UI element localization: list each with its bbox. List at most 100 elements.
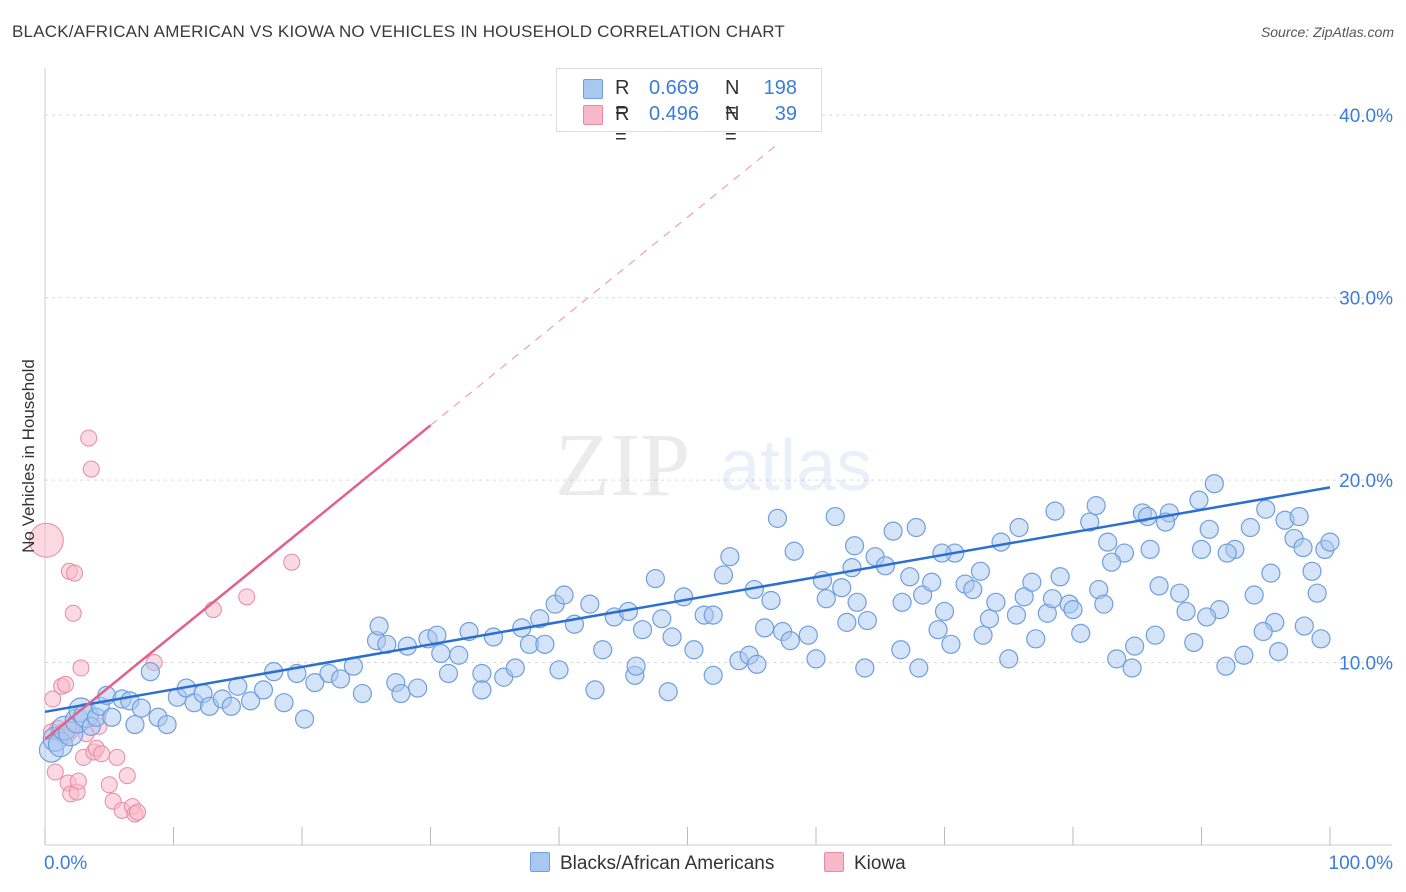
legend-r-value: 0.669	[649, 77, 700, 99]
blacks-point	[1094, 594, 1114, 614]
blacks-point	[449, 645, 469, 665]
blacks-point	[1080, 512, 1100, 532]
blacks-point	[431, 643, 451, 664]
blacks-point	[438, 663, 459, 684]
blacks-point	[1042, 589, 1063, 609]
legend-swatch-blacks	[530, 852, 550, 872]
trend-lines	[44, 143, 1331, 741]
blacks-point	[1204, 474, 1224, 494]
blacks-point	[963, 579, 983, 600]
legend-item-kiowa: Kiowa	[824, 852, 906, 875]
blacks-point	[253, 680, 274, 700]
blacks-point	[1071, 623, 1091, 643]
kiowa-point	[108, 748, 126, 766]
watermark: ZIP atlas	[555, 416, 872, 515]
blacks-point	[632, 620, 653, 640]
blacks-point	[1268, 641, 1289, 662]
watermark-zip: ZIP	[555, 416, 690, 515]
blacks-point	[1293, 537, 1313, 558]
blacks-point	[1294, 616, 1314, 636]
blacks-point	[1022, 572, 1042, 592]
blacks-point	[1320, 532, 1340, 552]
blacks-point	[397, 636, 417, 656]
blacks-point	[585, 680, 605, 700]
y-tick-label: 40.0%	[1339, 106, 1393, 127]
kiowa-point	[118, 767, 136, 785]
kiowa-point	[129, 803, 147, 821]
blacks-point	[754, 618, 775, 638]
blacks-point	[530, 609, 550, 629]
blacks-point	[674, 587, 694, 607]
blacks-point	[906, 517, 926, 538]
kiowa-point	[93, 745, 111, 763]
blacks-point	[658, 682, 678, 702]
kiowa-trend-line	[44, 424, 432, 741]
x-tick-label: 100.0%	[1329, 853, 1394, 874]
blacks-point	[761, 590, 781, 611]
blacks-point	[999, 649, 1019, 669]
blacks-point	[157, 714, 177, 735]
blacks-point	[1149, 576, 1169, 596]
blacks-point	[652, 609, 672, 629]
blacks-point	[1311, 629, 1331, 649]
blacks-point	[720, 547, 740, 567]
blacks-point	[369, 616, 389, 636]
blacks-point	[294, 709, 315, 729]
blacks-point	[1256, 499, 1276, 519]
blacks-point	[928, 620, 948, 640]
blacks-point	[131, 698, 151, 718]
blacks-point	[1244, 585, 1264, 605]
blacks-point	[1261, 563, 1281, 583]
blacks-point	[1125, 636, 1145, 656]
blacks-point	[798, 625, 818, 645]
blacks-point	[847, 592, 867, 612]
blacks-point	[1216, 656, 1236, 676]
y-tick-label: 10.0%	[1339, 654, 1393, 675]
blacks-point	[973, 625, 993, 645]
blacks-point	[535, 634, 555, 654]
blacks-point	[505, 658, 525, 678]
legend-swatch-blacks	[583, 79, 603, 99]
blacks-point	[593, 640, 613, 660]
legend-item-blacks: Blacks/African Americans	[530, 852, 774, 875]
blacks-point	[855, 658, 875, 678]
blacks-point	[991, 532, 1011, 552]
blacks-point	[274, 693, 294, 713]
legend-swatch-kiowa	[583, 105, 603, 125]
blacks-point	[909, 658, 929, 678]
blacks-point	[352, 683, 372, 704]
blacks-point	[780, 631, 800, 651]
blacks-point	[941, 634, 961, 654]
legend-swatch-kiowa	[824, 852, 844, 872]
blacks-point	[1234, 645, 1254, 665]
legend-n-value: 198	[763, 77, 797, 99]
blacks-point	[125, 714, 145, 735]
y-axis-title: No Vehicles in Household	[19, 359, 38, 553]
blacks-point	[979, 609, 1000, 629]
kiowa-point	[238, 588, 256, 606]
legend-r-label: R =	[615, 103, 630, 148]
blacks-point	[806, 649, 826, 669]
blacks-point	[1140, 539, 1160, 560]
kiowa-point	[100, 776, 118, 794]
blacks-point	[472, 680, 492, 700]
blacks-point	[330, 669, 351, 689]
kiowa-point	[283, 553, 301, 571]
kiowa-point	[57, 675, 75, 693]
blacks-point	[1107, 649, 1127, 669]
blacks-point	[1302, 561, 1322, 581]
blacks-point	[922, 572, 942, 592]
chart-title: BLACK/AFRICAN AMERICAN VS KIOWA NO VEHIC…	[12, 22, 786, 41]
blacks-point	[816, 589, 836, 609]
kiowa-point	[46, 763, 64, 781]
kiowa-point	[64, 604, 82, 622]
blacks-point	[900, 567, 920, 587]
blacks-point	[1199, 519, 1219, 539]
legend-label-kiowa: Kiowa	[854, 853, 906, 874]
blacks-point	[483, 627, 504, 647]
blacks-point	[986, 592, 1006, 612]
correlation-legend: R = 0.669 N = 198 R = 0.496 N = 39	[556, 68, 822, 148]
blacks-point	[1176, 601, 1196, 622]
blacks-point	[1122, 658, 1142, 678]
